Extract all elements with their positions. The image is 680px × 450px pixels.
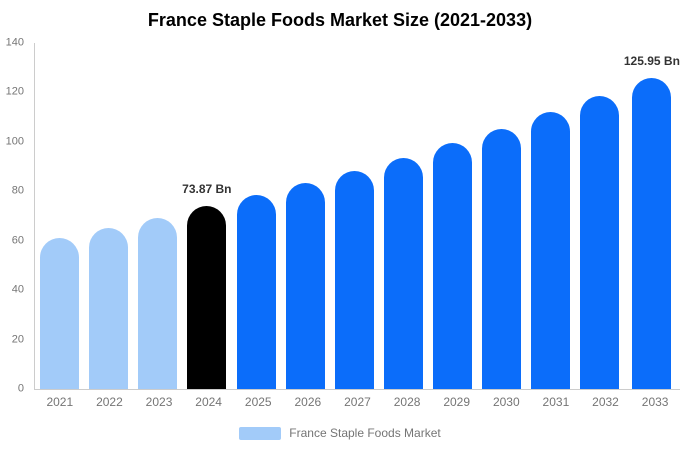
x-label-2021: 2021 (46, 395, 74, 409)
x-label-2022: 2022 (96, 395, 123, 409)
bar-2033 (632, 77, 672, 389)
bar-2025 (236, 195, 276, 389)
y-axis: 0 20 40 60 80 100 120 140 (0, 37, 30, 394)
bar-column-2024: 73.87 Bn (182, 43, 232, 389)
plot-area: 0 20 40 60 80 100 120 140 73.87 Bn 125.95 Bn 202… (6, 37, 680, 408)
bar-2032 (579, 95, 619, 389)
bar-column-2023 (133, 43, 182, 389)
x-label-2027: 2027 (344, 395, 371, 409)
chart-title: France Staple Foods Market Size (2021-20… (147, 10, 533, 30)
legend-label: France Staple Foods Market (289, 426, 441, 440)
bar-column-2026 (281, 43, 330, 389)
bar-column-2033: 125.95 Bn (624, 43, 680, 389)
x-label-2023: 2023 (145, 395, 173, 409)
bar-2021 (40, 237, 80, 389)
bar-2031 (530, 112, 570, 389)
bar-column-2022 (84, 43, 133, 389)
x-label-2028: 2028 (393, 395, 421, 409)
x-label-2032: 2032 (592, 395, 619, 409)
bars: 73.87 Bn 125.95 Bn (35, 43, 680, 389)
bar-column-2027 (330, 43, 379, 389)
y-tick-120: 120 (5, 85, 24, 98)
bar-2023 (138, 217, 178, 389)
x-axis: 2021 2022 2023 2024 2025 2026 2027 2028 2029 2030… (35, 396, 680, 408)
legend-swatch (239, 426, 282, 440)
y-tick-40: 40 (11, 283, 24, 296)
x-label-2024: 2024 (195, 395, 222, 409)
bar-2026 (285, 183, 325, 389)
bar-2022 (89, 228, 129, 389)
x-label-2029: 2029 (443, 395, 471, 409)
bar-column-2021 (35, 43, 84, 389)
x-label-2031: 2031 (542, 395, 570, 409)
bar-column-2031 (526, 43, 575, 389)
bar-value-label-2033: 125.95 Bn (623, 53, 680, 68)
bar-2024 (187, 206, 227, 389)
x-label-2030: 2030 (492, 395, 520, 409)
y-tick-100: 100 (5, 135, 24, 148)
x-label-2033: 2033 (641, 395, 669, 409)
bar-2029 (432, 143, 472, 389)
bar-column-2025 (232, 43, 281, 389)
x-label-2025: 2025 (244, 395, 272, 409)
y-tick-80: 80 (11, 184, 24, 197)
bar-value-label-2024: 73.87 Bn (182, 182, 232, 197)
bar-2028 (383, 157, 423, 389)
bar-column-2028 (379, 43, 428, 389)
bar-column-2030 (477, 43, 526, 389)
y-tick-60: 60 (11, 234, 24, 247)
y-tick-20: 20 (11, 333, 24, 346)
x-label-2026: 2026 (294, 395, 322, 409)
y-tick-0: 0 (17, 382, 24, 395)
y-tick-140: 140 (5, 36, 24, 49)
bar-column-2029 (428, 43, 477, 389)
bar-2027 (334, 171, 374, 389)
bar-column-2032 (575, 43, 624, 389)
bar-2030 (481, 128, 521, 389)
legend: France Staple Foods Market (0, 426, 680, 440)
